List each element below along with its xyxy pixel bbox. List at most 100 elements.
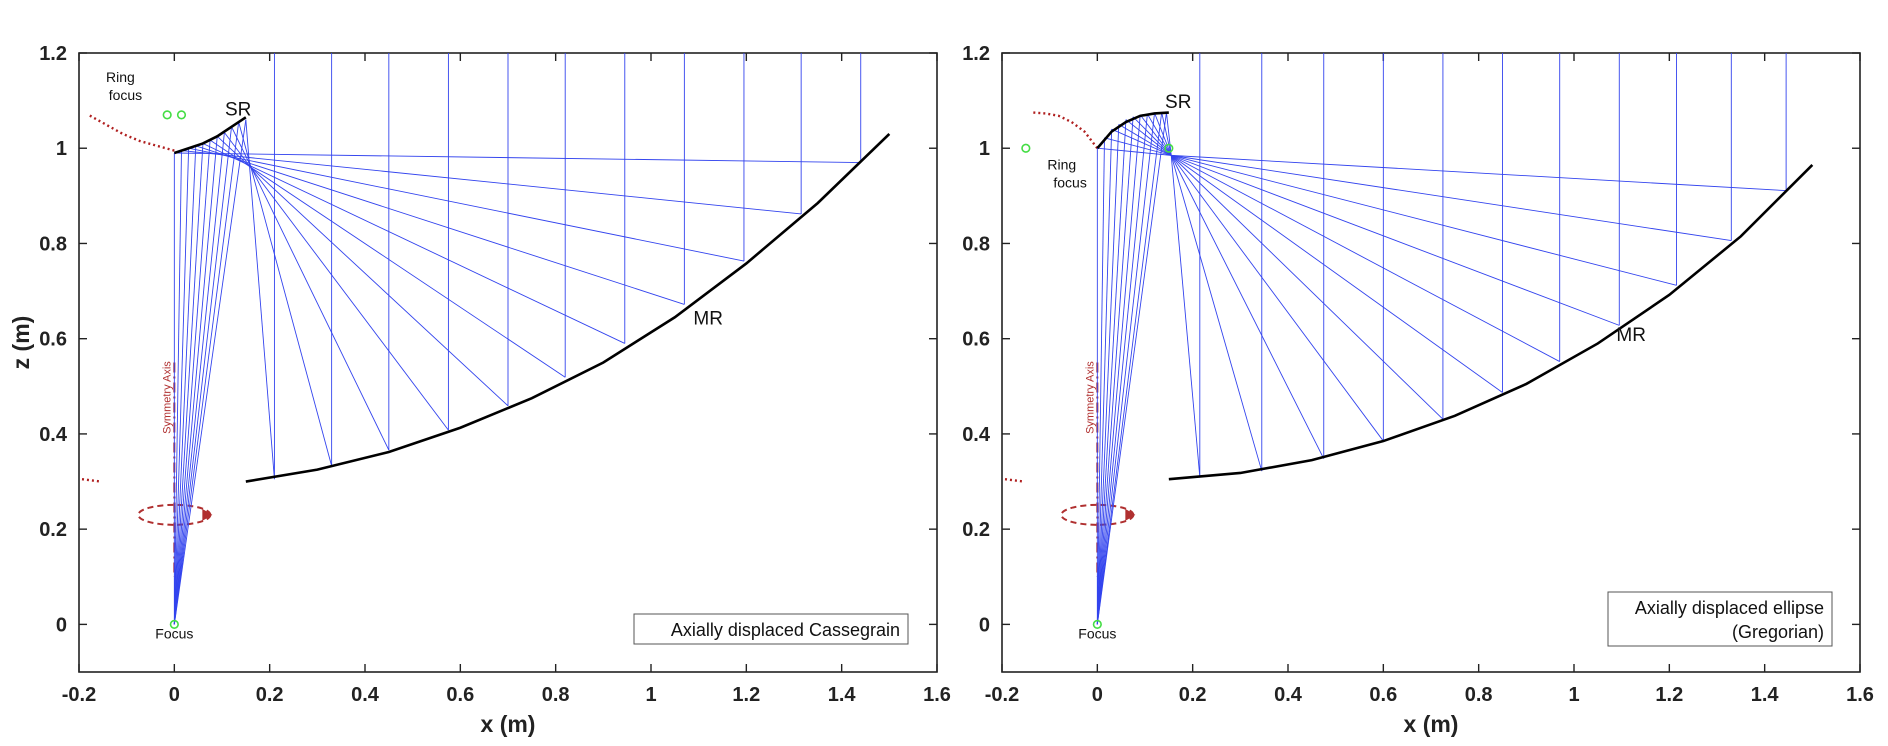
y-axis-label: z (m) (8, 316, 34, 370)
rotated-main-reflector-trace (81, 477, 102, 483)
ray-feed-to-subreflector (173, 150, 182, 625)
x-tick-label: 1.4 (828, 684, 857, 706)
panel-cassegrain: -0.2 0 0.2 0.4 0.6 0.8 1 1.2 1.4 1.6 0 0.2 0.4 0.6 0.8… (8, 43, 951, 737)
rotated-sub-reflector-trace (87, 113, 175, 152)
ray-feed-to-subreflector (173, 140, 211, 625)
y-tick-label: 0 (979, 614, 990, 636)
ray-subreflector-to-main (1171, 154, 1732, 242)
sr-label: SR (225, 100, 251, 121)
ray-feed-to-subreflector (173, 148, 190, 625)
ray-subreflector-to-main (1171, 154, 1787, 192)
ring-focus-point (1164, 143, 1174, 153)
ray-subreflector-to-ring-focus (1125, 119, 1172, 156)
x-tick-label: 0.6 (446, 684, 474, 706)
y-tick-label: 1.2 (962, 43, 990, 65)
ray-subreflector-to-ring-focus (1161, 112, 1172, 156)
y-tick-label: 1 (979, 138, 990, 160)
x-tick-label: 0.2 (256, 684, 284, 706)
ray-feed-to-subreflector (1096, 137, 1105, 625)
ray-subreflector-to-main (188, 147, 745, 262)
ray-subreflector-to-main (1170, 155, 1201, 477)
ray-feed-to-subreflector (173, 119, 247, 625)
main-reflector-curve (245, 133, 891, 483)
x-tick-label: 0 (1092, 684, 1103, 706)
x-tick-label: 1.6 (923, 684, 951, 706)
x-tick-label: 1 (645, 684, 656, 706)
x-tick-label: 0.4 (351, 684, 380, 706)
symmetry-axis-label: Symmetry Axis (161, 361, 173, 434)
y-tick-label: 0.2 (39, 519, 67, 541)
ray-subreflector-to-ring-focus (1111, 128, 1172, 156)
ray-subreflector-to-ring-focus (1118, 124, 1172, 156)
ray-feed-to-subreflector (1096, 112, 1163, 625)
ray-feed-to-subreflector (1096, 112, 1167, 625)
y-tick-label: 0.2 (962, 519, 990, 541)
ray-subreflector-to-ring-focus (1154, 112, 1172, 156)
focus-point (169, 619, 179, 629)
ray-subreflector-to-main (245, 119, 275, 480)
x-tick-label: -0.2 (62, 684, 96, 706)
ray-feed-to-subreflector (1096, 114, 1141, 625)
ring-focus-point (162, 110, 172, 120)
sr-label: SR (1165, 92, 1191, 113)
ring-focus-label-line1: Ring (1047, 157, 1076, 173)
mr-label: MR (1616, 325, 1646, 346)
ray-feed-to-subreflector (1096, 129, 1113, 625)
ray-feed-to-subreflector (173, 126, 232, 625)
ray-subreflector-to-ring-focus (1097, 147, 1172, 156)
x-tick-label: -0.2 (985, 684, 1019, 706)
ray-subreflector-to-main (1170, 155, 1503, 393)
ray-subreflector-to-main (231, 126, 390, 451)
ray-subreflector-to-ring-focus (1146, 113, 1172, 156)
ring-focus-point (176, 110, 187, 120)
ray-subreflector-to-main (1171, 154, 1620, 326)
ring-focus-label-line1: Ring (106, 69, 135, 85)
focus-label: Focus (1078, 625, 1116, 641)
x-tick-label: 1.2 (1655, 684, 1683, 706)
focus-point (1092, 619, 1102, 629)
sub-reflector-curve (173, 116, 247, 155)
panel-gregorian: -0.2 0 0.2 0.4 0.6 0.8 1 1.2 1.4 1.6 0 0.2 0.4 0.6 0.8… (962, 43, 1874, 737)
ray-feed-to-subreflector (1096, 113, 1148, 625)
y-tick-label: 1.2 (39, 43, 67, 65)
ray-feed-to-subreflector (173, 143, 204, 625)
ray-feed-to-subreflector (173, 132, 225, 625)
ray-subreflector-to-main (181, 150, 802, 215)
plot-frame (1001, 52, 1861, 673)
x-tick-label: 0 (169, 684, 180, 706)
ray-subreflector-to-main (1170, 155, 1444, 420)
ring-focus-label-line2: focus (109, 87, 142, 103)
ray-subreflector-to-main (216, 135, 509, 407)
ray-subreflector-to-main (224, 132, 449, 431)
symmetry-axis-label: Symmetry Axis (1084, 361, 1096, 434)
ray-subreflector-to-ring-focus (1139, 114, 1172, 156)
focus-label: Focus (155, 625, 193, 641)
ray-subreflector-to-main (1171, 154, 1560, 362)
ray-feed-to-subreflector (173, 136, 218, 625)
y-tick-label: 0.4 (39, 424, 68, 446)
ray-subreflector-to-ring-focus (1104, 137, 1172, 156)
ray-subreflector-to-main (202, 143, 625, 344)
y-tick-label: 0.6 (39, 329, 67, 351)
sub-reflector-curve (1096, 111, 1169, 150)
ray-subreflector-to-main (238, 121, 333, 466)
ray-feed-to-subreflector (1096, 112, 1155, 625)
rotated-main-reflector-trace (1004, 477, 1025, 483)
x-tick-label: 0.8 (542, 684, 570, 706)
main-reflector-curve (1168, 163, 1814, 481)
x-tick-label: 0.6 (1369, 684, 1397, 706)
ray-feed-to-subreflector (173, 121, 240, 625)
legend-text: (Gregorian) (1732, 622, 1824, 642)
legend-text: Axially displaced ellipse (1635, 598, 1824, 618)
y-tick-label: 0.4 (962, 424, 991, 446)
x-axis-label: x (m) (1404, 711, 1459, 737)
ray-feed-to-subreflector (1096, 124, 1120, 625)
ray-subreflector-to-main (209, 139, 566, 378)
y-tick-label: 0 (56, 614, 67, 636)
x-tick-label: 1.6 (1846, 684, 1874, 706)
rotation-arrow (202, 508, 213, 521)
y-tick-label: 1 (56, 138, 67, 160)
ring-focus-label-line2: focus (1053, 175, 1086, 191)
x-tick-label: 0.2 (1179, 684, 1207, 706)
